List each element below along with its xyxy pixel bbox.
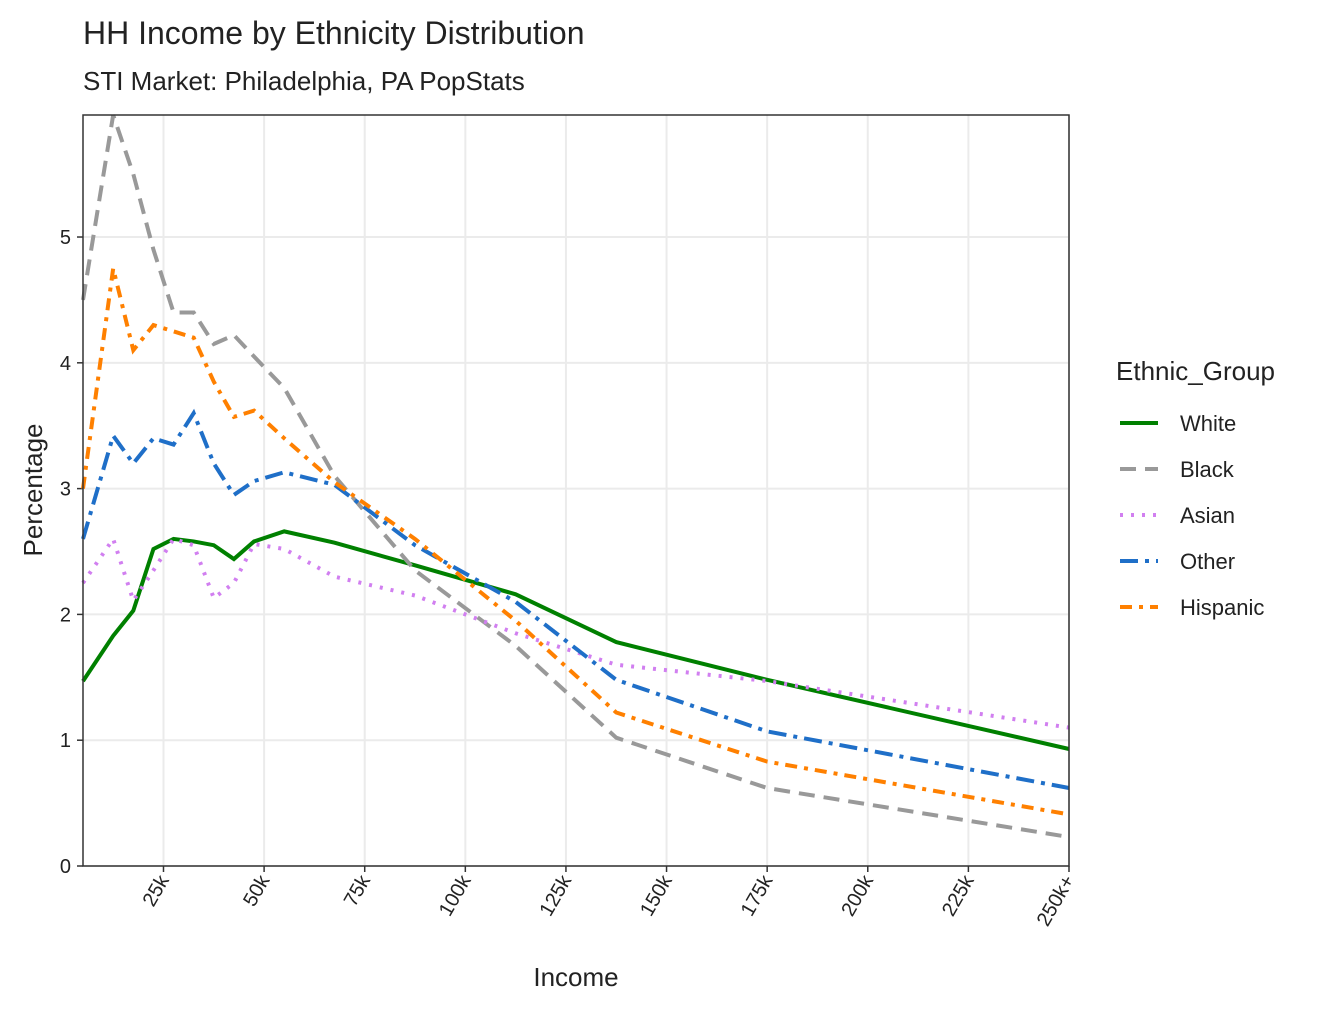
y-tick-label: 0: [60, 856, 71, 878]
y-axis-title: Percentage: [18, 424, 48, 557]
x-tick-label: 150k: [636, 871, 677, 920]
y-tick-label: 4: [60, 353, 71, 375]
legend-label: Black: [1180, 457, 1235, 482]
plot-border: [82, 114, 1070, 867]
legend-label: White: [1180, 411, 1236, 436]
y-tick-label: 5: [60, 227, 71, 249]
x-tick-label: 225k: [938, 871, 979, 920]
legend-label: Asian: [1180, 503, 1235, 528]
x-tick-label: 75k: [340, 871, 376, 911]
x-tick-label: 200k: [837, 871, 878, 920]
chart-subtitle: STI Market: Philadelphia, PA PopStats: [83, 66, 525, 96]
x-tick-label: 100k: [435, 871, 476, 920]
legend-label: Other: [1180, 549, 1235, 574]
x-axis-title: Income: [533, 962, 618, 992]
legend-title: Ethnic_Group: [1116, 356, 1275, 386]
chart-title: HH Income by Ethnicity Distribution: [83, 15, 585, 51]
y-tick-label: 1: [60, 730, 71, 752]
series-line: [81, 267, 1070, 817]
y-tick-label: 3: [60, 479, 71, 501]
y-tick-label: 2: [60, 604, 71, 626]
series-line: [81, 408, 1070, 790]
series-line: [81, 114, 1070, 840]
x-tick-label: 125k: [536, 871, 577, 920]
x-tick-label: 25k: [139, 871, 175, 911]
x-tick-label: 250k+: [1033, 872, 1080, 931]
legend-label: Hispanic: [1180, 595, 1264, 620]
x-tick-label: 50k: [239, 871, 275, 911]
x-tick-label: 175k: [737, 871, 778, 920]
series-line: [81, 529, 1070, 751]
